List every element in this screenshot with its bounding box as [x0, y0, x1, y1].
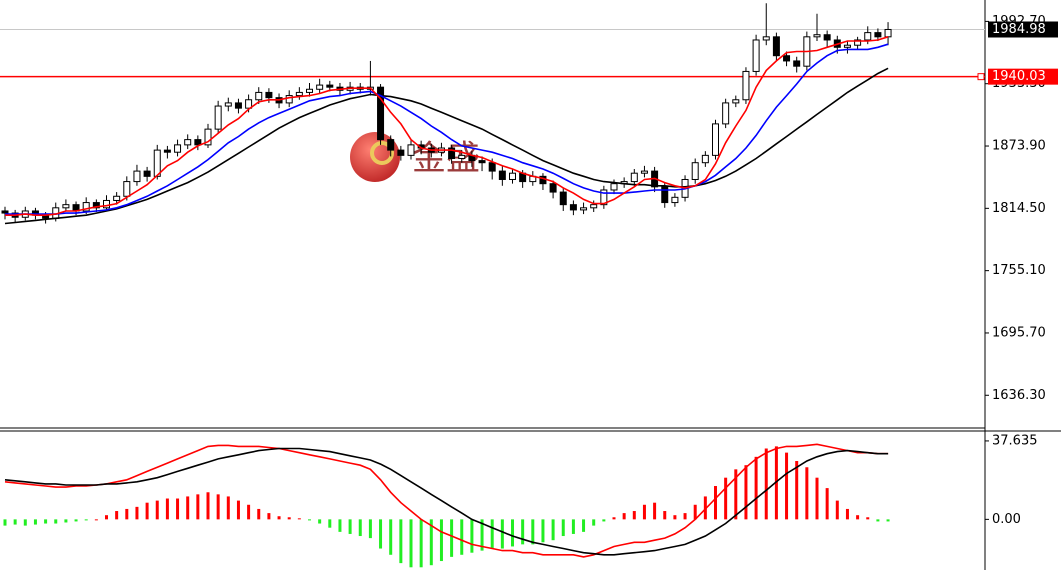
level-label: 1940.03 — [992, 69, 1046, 84]
candle-body — [377, 86, 385, 141]
candle-body — [214, 105, 222, 130]
candle-body — [234, 102, 242, 109]
moving-average — [5, 36, 889, 216]
candle-body — [163, 149, 171, 153]
candle-body — [793, 60, 801, 67]
candle-body — [569, 204, 577, 211]
candle-body — [752, 39, 760, 72]
level-marker — [977, 73, 985, 81]
candle-body — [295, 91, 303, 97]
candle-body — [742, 70, 750, 101]
candle-body — [194, 139, 202, 146]
candle-body — [82, 202, 90, 212]
candle-body — [387, 139, 395, 151]
candle-body — [580, 207, 588, 211]
macd-line — [4, 443, 889, 558]
candle-body — [559, 191, 567, 206]
candle-body — [133, 170, 141, 183]
moving-average — [5, 43, 889, 215]
y-tick-label: 1695.70 — [992, 325, 1046, 340]
candle-body — [874, 32, 882, 38]
candle-body — [184, 139, 192, 146]
last-price-label: 1984.98 — [992, 22, 1046, 37]
logo-ring — [370, 141, 394, 165]
y-tick-label: 0.00 — [992, 512, 1021, 527]
candle-body — [600, 189, 608, 206]
candle-body — [712, 123, 719, 156]
last-price-box — [988, 21, 1058, 38]
candle-body — [478, 160, 486, 164]
candle-body — [103, 199, 110, 209]
candle-body — [488, 162, 496, 172]
candle-body — [864, 32, 872, 41]
candle-body — [143, 170, 151, 177]
candle-body — [843, 44, 851, 48]
candle-body — [326, 84, 334, 88]
candle-body — [783, 55, 791, 62]
candle-body — [610, 183, 618, 191]
candle-body — [732, 99, 740, 104]
candle-body — [854, 39, 862, 46]
candle-body — [823, 34, 831, 41]
candle-body — [813, 34, 821, 38]
candle-body — [701, 154, 709, 164]
candle-body — [448, 147, 456, 160]
candle-body — [407, 144, 415, 156]
level-label-box — [988, 68, 1058, 85]
candle-body — [509, 172, 516, 180]
candle-body — [245, 99, 253, 109]
macd-line — [4, 447, 889, 556]
candle-body — [397, 149, 405, 156]
candle-body — [224, 102, 232, 107]
candle-body — [113, 195, 121, 201]
y-tick-label: 1636.30 — [992, 388, 1046, 403]
candle-body — [884, 28, 892, 38]
candle-body — [671, 196, 679, 204]
candle-body — [458, 154, 466, 160]
candle-body — [640, 170, 648, 174]
candle-body — [123, 181, 131, 197]
candle-body — [549, 183, 557, 193]
candle-body — [772, 36, 780, 57]
candle-body — [255, 91, 263, 101]
y-tick-label: 37.635 — [992, 433, 1038, 448]
candle-body — [92, 202, 100, 209]
y-tick-label: 1873.90 — [992, 139, 1046, 154]
moving-average — [4, 67, 889, 225]
y-tick-label: 1755.10 — [992, 263, 1046, 278]
candle-body — [630, 172, 638, 183]
candle-body — [174, 144, 182, 153]
candle-body — [722, 102, 730, 125]
candle-body — [62, 204, 70, 209]
y-tick-label: 1814.50 — [992, 201, 1046, 216]
candle-body — [306, 88, 313, 93]
candle-body — [661, 186, 669, 204]
candle-body — [762, 36, 770, 41]
candle-body — [1, 210, 9, 214]
candle-body — [498, 170, 506, 180]
candle-body — [204, 128, 212, 146]
candle-body — [590, 204, 598, 209]
candle-body — [285, 95, 293, 104]
candle-body — [316, 84, 324, 90]
candle-body — [691, 162, 699, 180]
candle-body — [265, 91, 273, 99]
